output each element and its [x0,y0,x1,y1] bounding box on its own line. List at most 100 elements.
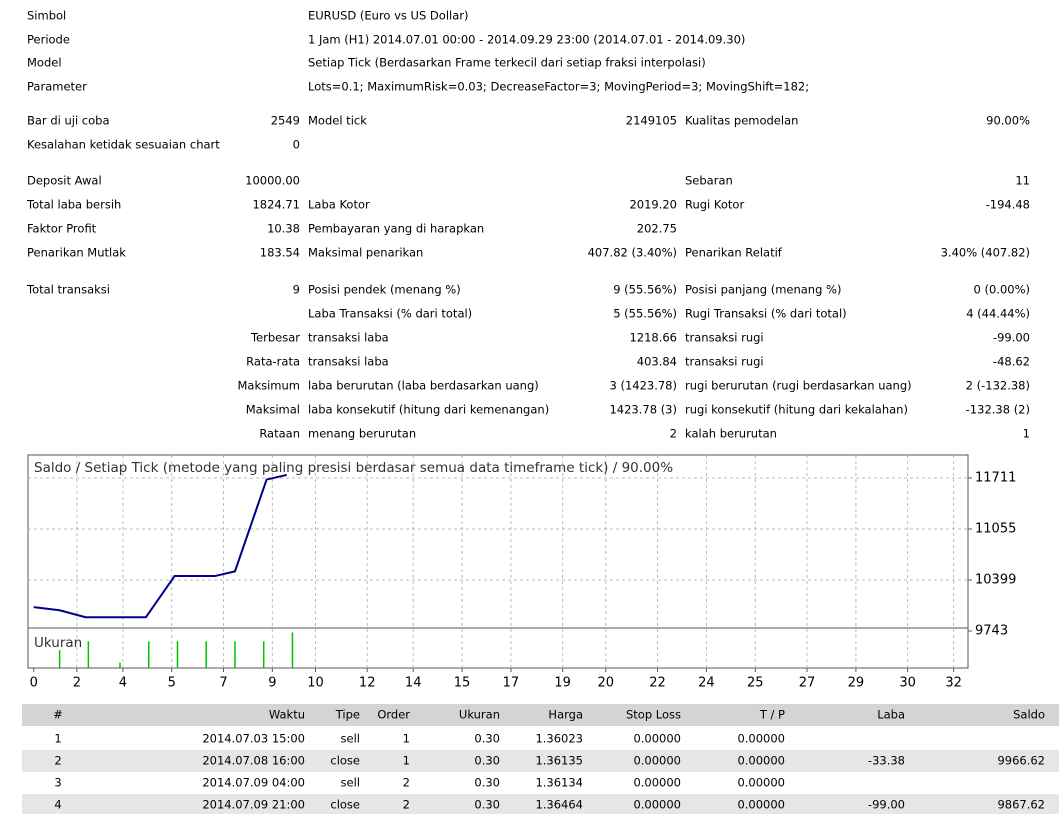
report-cell: menang berurutan [308,427,416,441]
table-cell: 1 [403,732,410,746]
table-cell: 3 [54,776,61,790]
table-header: Saldo [1013,708,1045,722]
report-cell: rugi berurutan (rugi berdasarkan uang) [685,379,912,393]
table-cell: close [330,754,360,768]
report-cell: Laba Kotor [308,198,370,212]
table-cell: 2014.07.03 15:00 [202,732,305,746]
x-tick-label: 19 [554,676,571,691]
report-cell: Rata-rata [246,355,300,369]
report-cell: Terbesar [250,331,300,345]
table-cell: 0.30 [474,754,500,768]
report-cell: 407.82 (3.40%) [588,246,677,260]
chart-frame [27,454,969,669]
x-tick-label: 9 [268,676,276,691]
table-cell: 0.00000 [737,732,785,746]
report-cell: Faktor Profit [27,222,97,236]
table-header: Tipe [335,708,360,722]
table-cell: 1.36135 [535,754,583,768]
table-cell: 0.30 [474,732,500,746]
report-cell: Model tick [308,114,367,128]
report-cell: Deposit Awal [27,174,102,188]
table-cell: 9867.62 [997,798,1045,812]
y-tick-label: 11055 [975,521,1016,536]
table-cell: 1.36134 [535,776,583,790]
report-cell: Total transaksi [26,283,110,297]
x-tick-label: 4 [119,676,127,691]
table-header: Waktu [269,708,305,722]
report-cell: 202.75 [637,222,677,236]
report-cell: 1824.71 [252,198,300,212]
table-cell: sell [341,776,360,790]
report-cell: Parameter [27,80,87,94]
table-cell: close [330,798,360,812]
table-header: Harga [548,708,583,722]
table-header: Stop Loss [626,708,681,722]
x-tick-label: 20 [598,676,615,691]
x-tick-label: 12 [359,676,376,691]
table-cell: 2 [54,754,61,768]
report-cell: Posisi pendek (menang %) [308,283,461,297]
report-cell: 9 [293,283,300,297]
report-cell: Maksimal [246,403,300,417]
report-cell: Rugi Kotor [685,198,744,212]
table-cell: 1 [54,732,61,746]
report-cell: 10000.00 [245,174,300,188]
x-tick-label: 29 [848,676,865,691]
balance-line [33,473,287,619]
y-tick-label: 10399 [975,573,1016,588]
report-cell: Kesalahan ketidak sesuaian chart [27,138,220,152]
report-cell: rugi konsekutif (hitung dari kekalahan) [685,403,908,417]
report-cell: transaksi laba [308,331,389,345]
table-row-bg [22,794,1059,814]
report-cell: 3.40% (407.82) [941,246,1030,260]
table-cell: 0.00000 [633,732,681,746]
y-tick-label: 9743 [975,624,1008,639]
x-tick-label: 24 [698,676,715,691]
report-cell: laba berurutan (laba berdasarkan uang) [308,379,539,393]
table-cell: 0.00000 [737,754,785,768]
table-cell: 2014.07.09 21:00 [202,798,305,812]
report-cell: 2 (-132.38) [966,379,1030,393]
report-cell: 11 [1015,174,1030,188]
report-cell: Penarikan Relatif [685,246,783,260]
report-cell: 10.38 [267,222,300,236]
x-tick-label: 30 [899,676,916,691]
report-cell: kalah berurutan [685,427,777,441]
x-tick-label: 14 [405,676,422,691]
table-cell: 2014.07.08 16:00 [202,754,305,768]
table-cell: 0.00000 [737,798,785,812]
report-cell: EURUSD (Euro vs US Dollar) [308,9,468,23]
x-tick-label: 17 [503,676,520,691]
y-tick-label: 11711 [975,470,1016,485]
x-tick-label: 25 [747,676,764,691]
report-cell: Bar di uji coba [27,114,110,128]
table-cell: 0.30 [474,776,500,790]
table-cell: 1.36464 [535,798,583,812]
report-cell: 0 (0.00%) [974,283,1030,297]
table-cell: 0.30 [474,798,500,812]
report-cell: Kualitas pemodelan [685,114,798,128]
table-cell: 2 [403,776,410,790]
report-cell: -48.62 [993,355,1030,369]
table-cell: 0.00000 [633,754,681,768]
table-header: Order [377,708,410,722]
table-cell: 1 [403,754,410,768]
report-cell: 3 (1423.78) [609,379,677,393]
report-cell: Lots=0.1; MaximumRisk=0.03; DecreaseFact… [308,80,809,94]
report-cell: Maksimum [237,379,300,393]
report-cell: 4 (44.44%) [966,307,1030,321]
report-cell: Pembayaran yang di harapkan [308,222,484,236]
report-cell: 403.84 [637,355,677,369]
x-tick-label: 2 [73,676,81,691]
report-cell: 1 [1023,427,1030,441]
table-cell: 2014.07.09 04:00 [202,776,305,790]
report-cell: Model [27,56,62,70]
table-cell: 1.36023 [535,732,583,746]
table-header: Ukuran [459,708,500,722]
report-cell: -194.48 [986,198,1030,212]
table-header-bg [22,704,1059,726]
table-cell: -33.38 [868,754,905,768]
table-cell: 4 [54,798,61,812]
report-cell: 5 (55.56%) [613,307,677,321]
